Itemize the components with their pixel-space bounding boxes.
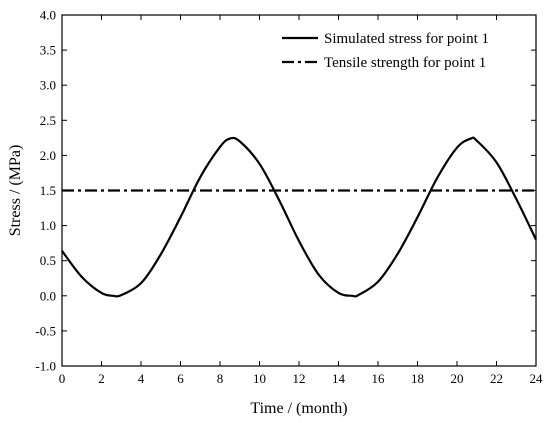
x-tick-label: 14 bbox=[332, 371, 346, 386]
x-tick-label: 2 bbox=[98, 371, 105, 386]
x-tick-label: 24 bbox=[530, 371, 544, 386]
y-tick-label: 1.0 bbox=[40, 218, 56, 233]
x-tick-label: 20 bbox=[451, 371, 464, 386]
y-tick-label: 0.5 bbox=[40, 253, 56, 268]
x-tick-label: 0 bbox=[59, 371, 66, 386]
ticks-layer: 0 2 4 6 8 10 12 14 16 18 20 22 24-1.0-0.50.00.51.01.… bbox=[35, 8, 543, 387]
x-tick-label: 22 bbox=[490, 371, 503, 386]
y-tick-label: -1.0 bbox=[35, 359, 56, 374]
legend: Simulated stress for point 1 Tensile stre… bbox=[282, 31, 489, 71]
y-tick-label: 1.5 bbox=[40, 183, 56, 198]
x-tick-label: 8 bbox=[217, 371, 224, 386]
y-tick-label: 2.0 bbox=[40, 148, 56, 163]
legend-label-1: Simulated stress for point 1 bbox=[324, 31, 489, 47]
series-layer bbox=[61, 136, 537, 298]
x-axis-title: Time / (month) bbox=[250, 400, 347, 417]
y-tick-label: 3.5 bbox=[40, 43, 56, 58]
y-tick-label: 0.0 bbox=[40, 288, 56, 303]
y-tick-label: 2.5 bbox=[40, 113, 56, 128]
y-tick-label: 3.0 bbox=[40, 78, 56, 93]
x-tick-label: 16 bbox=[372, 371, 386, 386]
y-axis-title: Stress / (MPa) bbox=[7, 145, 24, 237]
x-tick-label: 4 bbox=[138, 371, 145, 386]
x-tick-label: 18 bbox=[411, 371, 424, 386]
y-tick-label: 4.0 bbox=[40, 8, 56, 23]
legend-label-2: Tensile strength for point 1 bbox=[324, 55, 486, 71]
series-line-1 bbox=[61, 136, 537, 298]
y-tick-label: -0.5 bbox=[35, 323, 56, 338]
x-tick-label: 6 bbox=[177, 371, 184, 386]
x-tick-label: 10 bbox=[253, 371, 266, 386]
x-tick-label: 12 bbox=[293, 371, 306, 386]
